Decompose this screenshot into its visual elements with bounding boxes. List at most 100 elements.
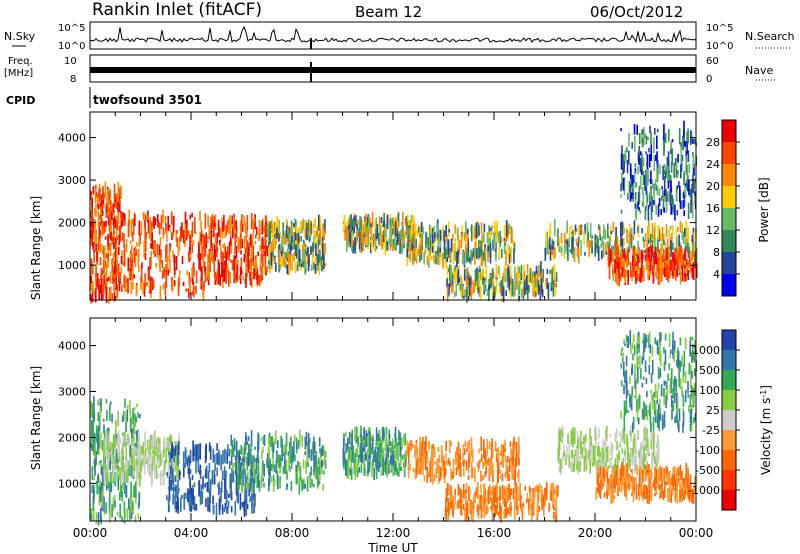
echo-cell [286,225,288,239]
echo-cell [372,434,374,438]
echo-cell [117,263,120,275]
echo-cell [593,461,595,465]
echo-cell [132,218,135,235]
echo-cell [271,252,274,257]
ytick-label: 1000 [58,259,86,272]
echo-cell [465,236,467,253]
echo-cell [667,253,670,265]
echo-cell [573,454,576,472]
echo-cell [114,449,116,459]
echo-cell [318,480,321,485]
echo-cell [124,509,127,518]
echo-cell [606,470,609,486]
echo-cell [542,268,544,283]
echo-cell [662,490,665,501]
echo-cell [585,459,588,471]
echo-cell [108,276,110,281]
echo-cell [622,466,625,476]
echo-cell [557,243,559,247]
echo-cell [137,412,139,418]
echo-cell [122,212,124,227]
echo-cell [375,465,378,479]
echo-cell [606,490,608,500]
echo-cell [150,280,153,293]
echo-cell [237,450,239,456]
echo-cell [566,220,568,234]
echo-cell [625,228,628,232]
echo-cell [664,133,667,143]
echo-cell [272,238,274,251]
echo-cell [244,469,246,475]
echo-cell [635,476,637,491]
echo-cell [506,507,508,514]
beam-title: Beam 12 [355,3,422,21]
echo-cell [601,454,604,468]
echo-cell [371,461,373,478]
echo-cell [350,215,352,232]
echo-cell [231,260,234,271]
echo-cell [348,432,351,444]
echo-cell [629,163,632,180]
echo-cell [439,255,441,265]
echo-cell [627,473,630,490]
echo-cell [235,220,238,231]
echo-cell [115,259,117,274]
echo-cell [638,453,641,470]
echo-cell [130,272,132,278]
echo-cell [399,449,402,466]
echo-cell [204,213,207,229]
echo-cell [167,268,169,276]
echo-cell [498,462,500,475]
echo-cell [477,482,479,499]
echo-cell [165,245,167,262]
echo-cell [116,219,118,230]
echo-cell [680,223,683,232]
echo-cell [564,244,566,254]
echo-cell [646,428,648,440]
echo-cell [251,480,253,494]
echo-cell [372,438,374,443]
echo-cell [94,273,97,282]
echo-cell [550,287,553,292]
echo-cell [235,272,238,281]
echo-cell [273,238,276,250]
echo-cell [426,456,429,465]
echo-cell [213,474,216,485]
echo-cell [133,435,135,442]
echo-cell [144,219,146,229]
echo-cell [197,444,199,461]
echo-cell [600,243,602,249]
echo-cell [201,266,203,282]
echo-cell [308,448,310,459]
echo-cell [125,460,128,466]
echo-cell [144,273,146,290]
echo-cell [174,495,176,509]
echo-cell [317,256,319,266]
echo-cell [146,215,148,220]
echo-cell [173,476,176,481]
echo-cell [243,279,246,284]
echo-cell [634,439,637,446]
echo-cell [469,486,471,495]
echo-cell [633,124,636,135]
echo-cell [621,428,624,443]
echo-cell [92,411,94,416]
echo-cell [228,273,230,279]
echo-cell [277,474,279,490]
echo-cell [663,123,665,141]
echo-cell [419,224,422,241]
echo-cell [407,461,410,476]
echo-cell [570,430,573,444]
echo-cell [149,450,151,455]
echo-cell [182,281,185,287]
echo-cell [169,228,171,233]
echo-cell [190,487,192,494]
echo-cell [114,220,117,229]
echo-cell [551,269,553,285]
echo-cell [271,464,273,471]
echo-cell [466,229,469,244]
echo-cell [536,287,538,292]
echo-cell [321,462,323,475]
echo-cell [643,427,646,441]
echo-cell [361,446,364,464]
